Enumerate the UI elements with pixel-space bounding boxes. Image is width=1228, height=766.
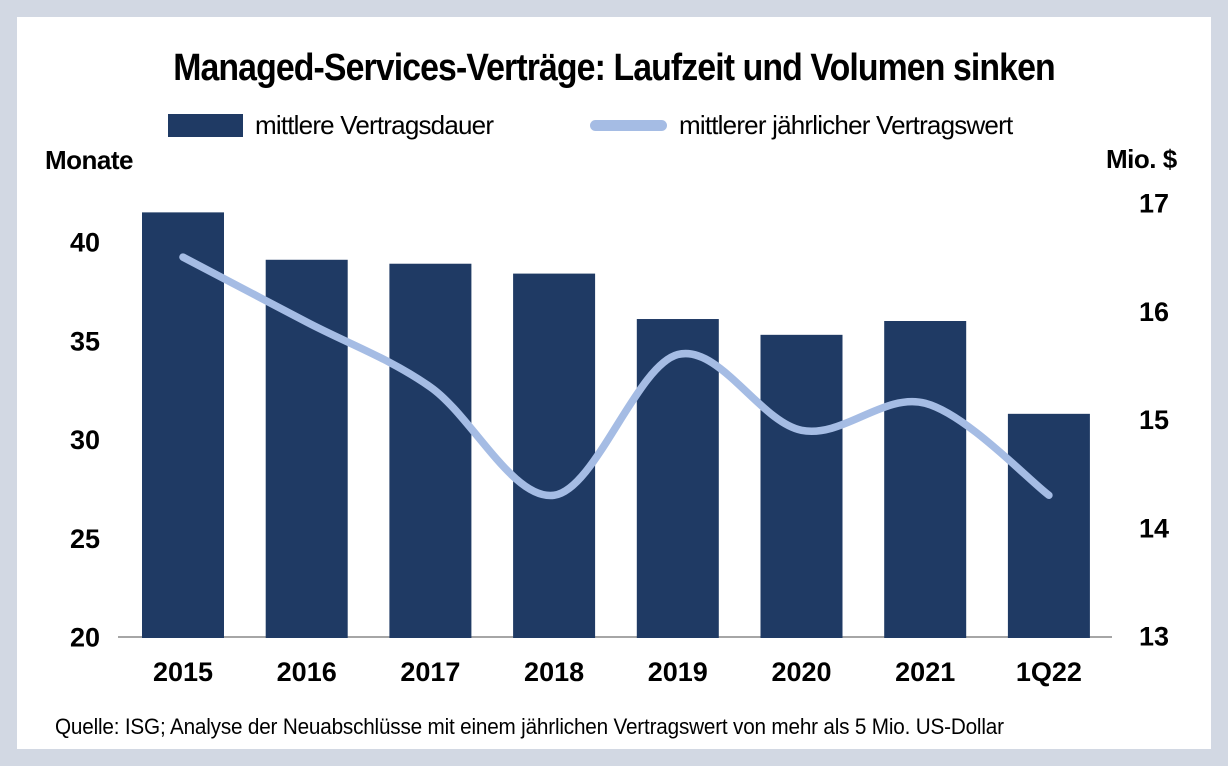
left-tick-35: 35	[70, 326, 100, 356]
x-label-2021: 2021	[895, 657, 955, 687]
right-tick-13: 13	[1139, 622, 1169, 652]
bar-series-swatch-icon	[168, 113, 243, 137]
x-label-2018: 2018	[524, 657, 584, 687]
bar-2016	[265, 259, 348, 638]
bar-1Q22	[1007, 413, 1090, 638]
bar-2021	[884, 321, 967, 638]
bar-2020	[760, 334, 843, 638]
line-series-path	[179, 253, 1053, 500]
bar-2018	[513, 273, 596, 638]
legend-label-bar-series: mittlere Vertragsdauer	[255, 109, 494, 140]
bar-2019	[636, 319, 719, 638]
x-label-2019: 2019	[648, 657, 708, 687]
right-tick-15: 15	[1139, 405, 1169, 435]
legend-label-line-series: mittlerer jährlicher Vertragswert	[679, 109, 1013, 140]
right-tick-14: 14	[1139, 513, 1169, 543]
x-label-2016: 2016	[277, 657, 337, 687]
line-series-swatch-icon	[590, 119, 667, 131]
right-axis-unit-label: Mio. $	[1106, 144, 1177, 174]
legend-item-line-series: mittlerer jährlicher Vertragswert	[590, 109, 1013, 140]
left-axis-unit-label: Monate	[45, 145, 134, 175]
bar-2015	[142, 212, 224, 638]
left-tick-30: 30	[70, 425, 100, 455]
x-label-2020: 2020	[771, 657, 831, 687]
x-label-2017: 2017	[400, 657, 460, 687]
x-label-1Q22: 1Q22	[1016, 657, 1082, 687]
left-tick-20: 20	[70, 623, 100, 653]
legend-item-bar-series: mittlere Vertragsdauer	[168, 109, 494, 140]
right-tick-16: 16	[1139, 297, 1169, 327]
source-note: Quelle: ISG; Analyse der Neuabschlüsse m…	[55, 714, 1004, 739]
bar-2017	[389, 263, 472, 638]
x-label-2015: 2015	[153, 657, 213, 687]
left-tick-40: 40	[70, 228, 100, 258]
chart-title: Managed-Services-Verträge: Laufzeit und …	[173, 47, 1055, 89]
right-tick-17: 17	[1139, 189, 1169, 219]
left-tick-25: 25	[70, 524, 100, 554]
